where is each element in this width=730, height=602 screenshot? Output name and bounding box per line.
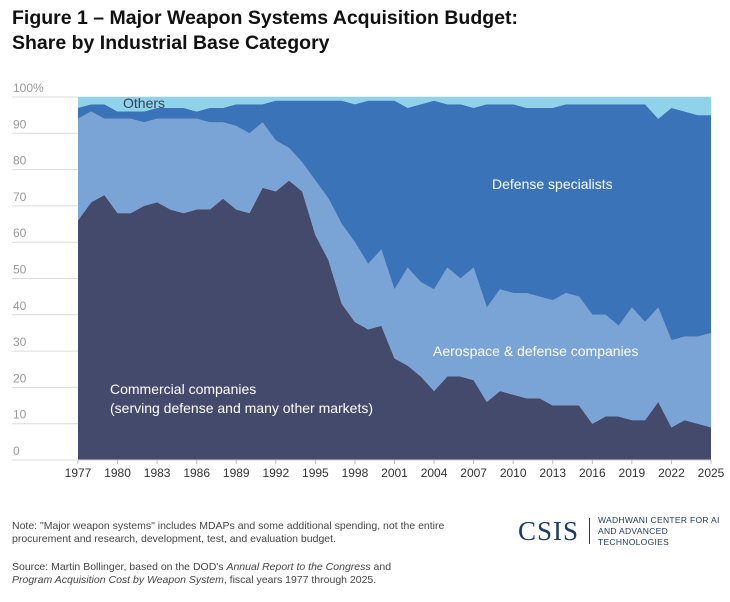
series-labels: Others Defense specialists Aerospace & def… [110, 95, 638, 416]
area-series-4 [78, 97, 711, 119]
x-tick-label: 1992 [262, 466, 289, 480]
label-aerospace-defense: Aerospace & defense companies [433, 343, 638, 359]
brand-divider [589, 518, 590, 544]
source-mid: and [370, 561, 392, 573]
title-line-2: Share by Industrial Base Category [12, 32, 330, 54]
chart-source: Source: Martin Bollinger, based on the D… [12, 561, 432, 587]
x-tick-label: 2010 [500, 466, 527, 480]
y-tick-label: 50 [13, 263, 27, 277]
y-tick-label: 40 [13, 299, 27, 313]
x-tick-label: 1983 [144, 466, 171, 480]
y-axis-ticks: 100% 90 80 70 60 50 40 30 20 10 0 [13, 81, 44, 458]
x-tick-label: 1989 [223, 466, 250, 480]
x-tick-label: 2022 [658, 466, 685, 480]
x-tick-label: 2019 [619, 466, 646, 480]
x-tick-label: 1980 [104, 466, 131, 480]
chart-note: Note: "Major weapon systems" includes MD… [12, 520, 445, 545]
csis-brand: CSIS WADHWANI CENTER FOR AI AND ADVANCED… [518, 515, 730, 548]
label-others: Others [123, 95, 165, 111]
y-tick-label: 60 [13, 226, 27, 240]
x-axis-ticks: 1977 1980 1983 1986 1989 1992 1995 1998 2001 2004… [65, 459, 725, 480]
x-tick-label: 2013 [539, 466, 566, 480]
x-tick-label: 1998 [342, 466, 369, 480]
source-prefix: Source: Martin Bollinger, based on the D… [12, 561, 227, 573]
y-tick-label: 0 [13, 444, 20, 458]
source-title-2: Program Acquisition Cost by Weapon Syste… [12, 574, 224, 586]
area-series-2 [78, 111, 711, 428]
y-tick-label: 30 [13, 335, 27, 349]
y-tick-label: 80 [13, 154, 27, 168]
title-line-1: Figure 1 – Major Weapon Systems Acquisit… [12, 7, 518, 29]
x-tick-label: 1986 [183, 466, 210, 480]
x-tick-label: 2004 [421, 466, 448, 480]
x-tick-label: 2016 [579, 466, 606, 480]
source-suffix: , fiscal years 1977 through 2025. [223, 574, 377, 586]
csis-logo: CSIS [518, 515, 580, 546]
x-tick-label: 2001 [381, 466, 408, 480]
source-title-1: Annual Report to the Congress [226, 561, 371, 573]
brand-line-2: AND ADVANCED TECHNOLOGIES [597, 525, 670, 547]
y-tick-label: 70 [13, 190, 27, 204]
y-tick-label: 20 [13, 371, 27, 385]
y-tick-label: 100% [13, 81, 44, 95]
x-tick-label: 1995 [302, 466, 329, 480]
x-tick-label: 2025 [698, 466, 725, 480]
series-areas [78, 97, 711, 461]
label-commercial-line1: Commercial companies [110, 381, 256, 397]
chart-title: Figure 1 – Major Weapon Systems Acquisit… [12, 6, 712, 56]
label-commercial-line2: (serving defense and many other markets) [110, 400, 373, 416]
x-tick-label: 2007 [460, 466, 487, 480]
label-defense-specialists: Defense specialists [492, 176, 613, 192]
y-tick-label: 90 [13, 117, 27, 131]
y-tick-label: 10 [13, 408, 27, 422]
area-series-3 [78, 100, 711, 341]
brand-line-1: WADHWANI CENTER FOR AI [597, 514, 720, 525]
brand-center-name: WADHWANI CENTER FOR AI AND ADVANCED TECH… [598, 515, 730, 548]
x-tick-label: 1977 [65, 466, 92, 480]
area-series-1 [78, 180, 711, 461]
